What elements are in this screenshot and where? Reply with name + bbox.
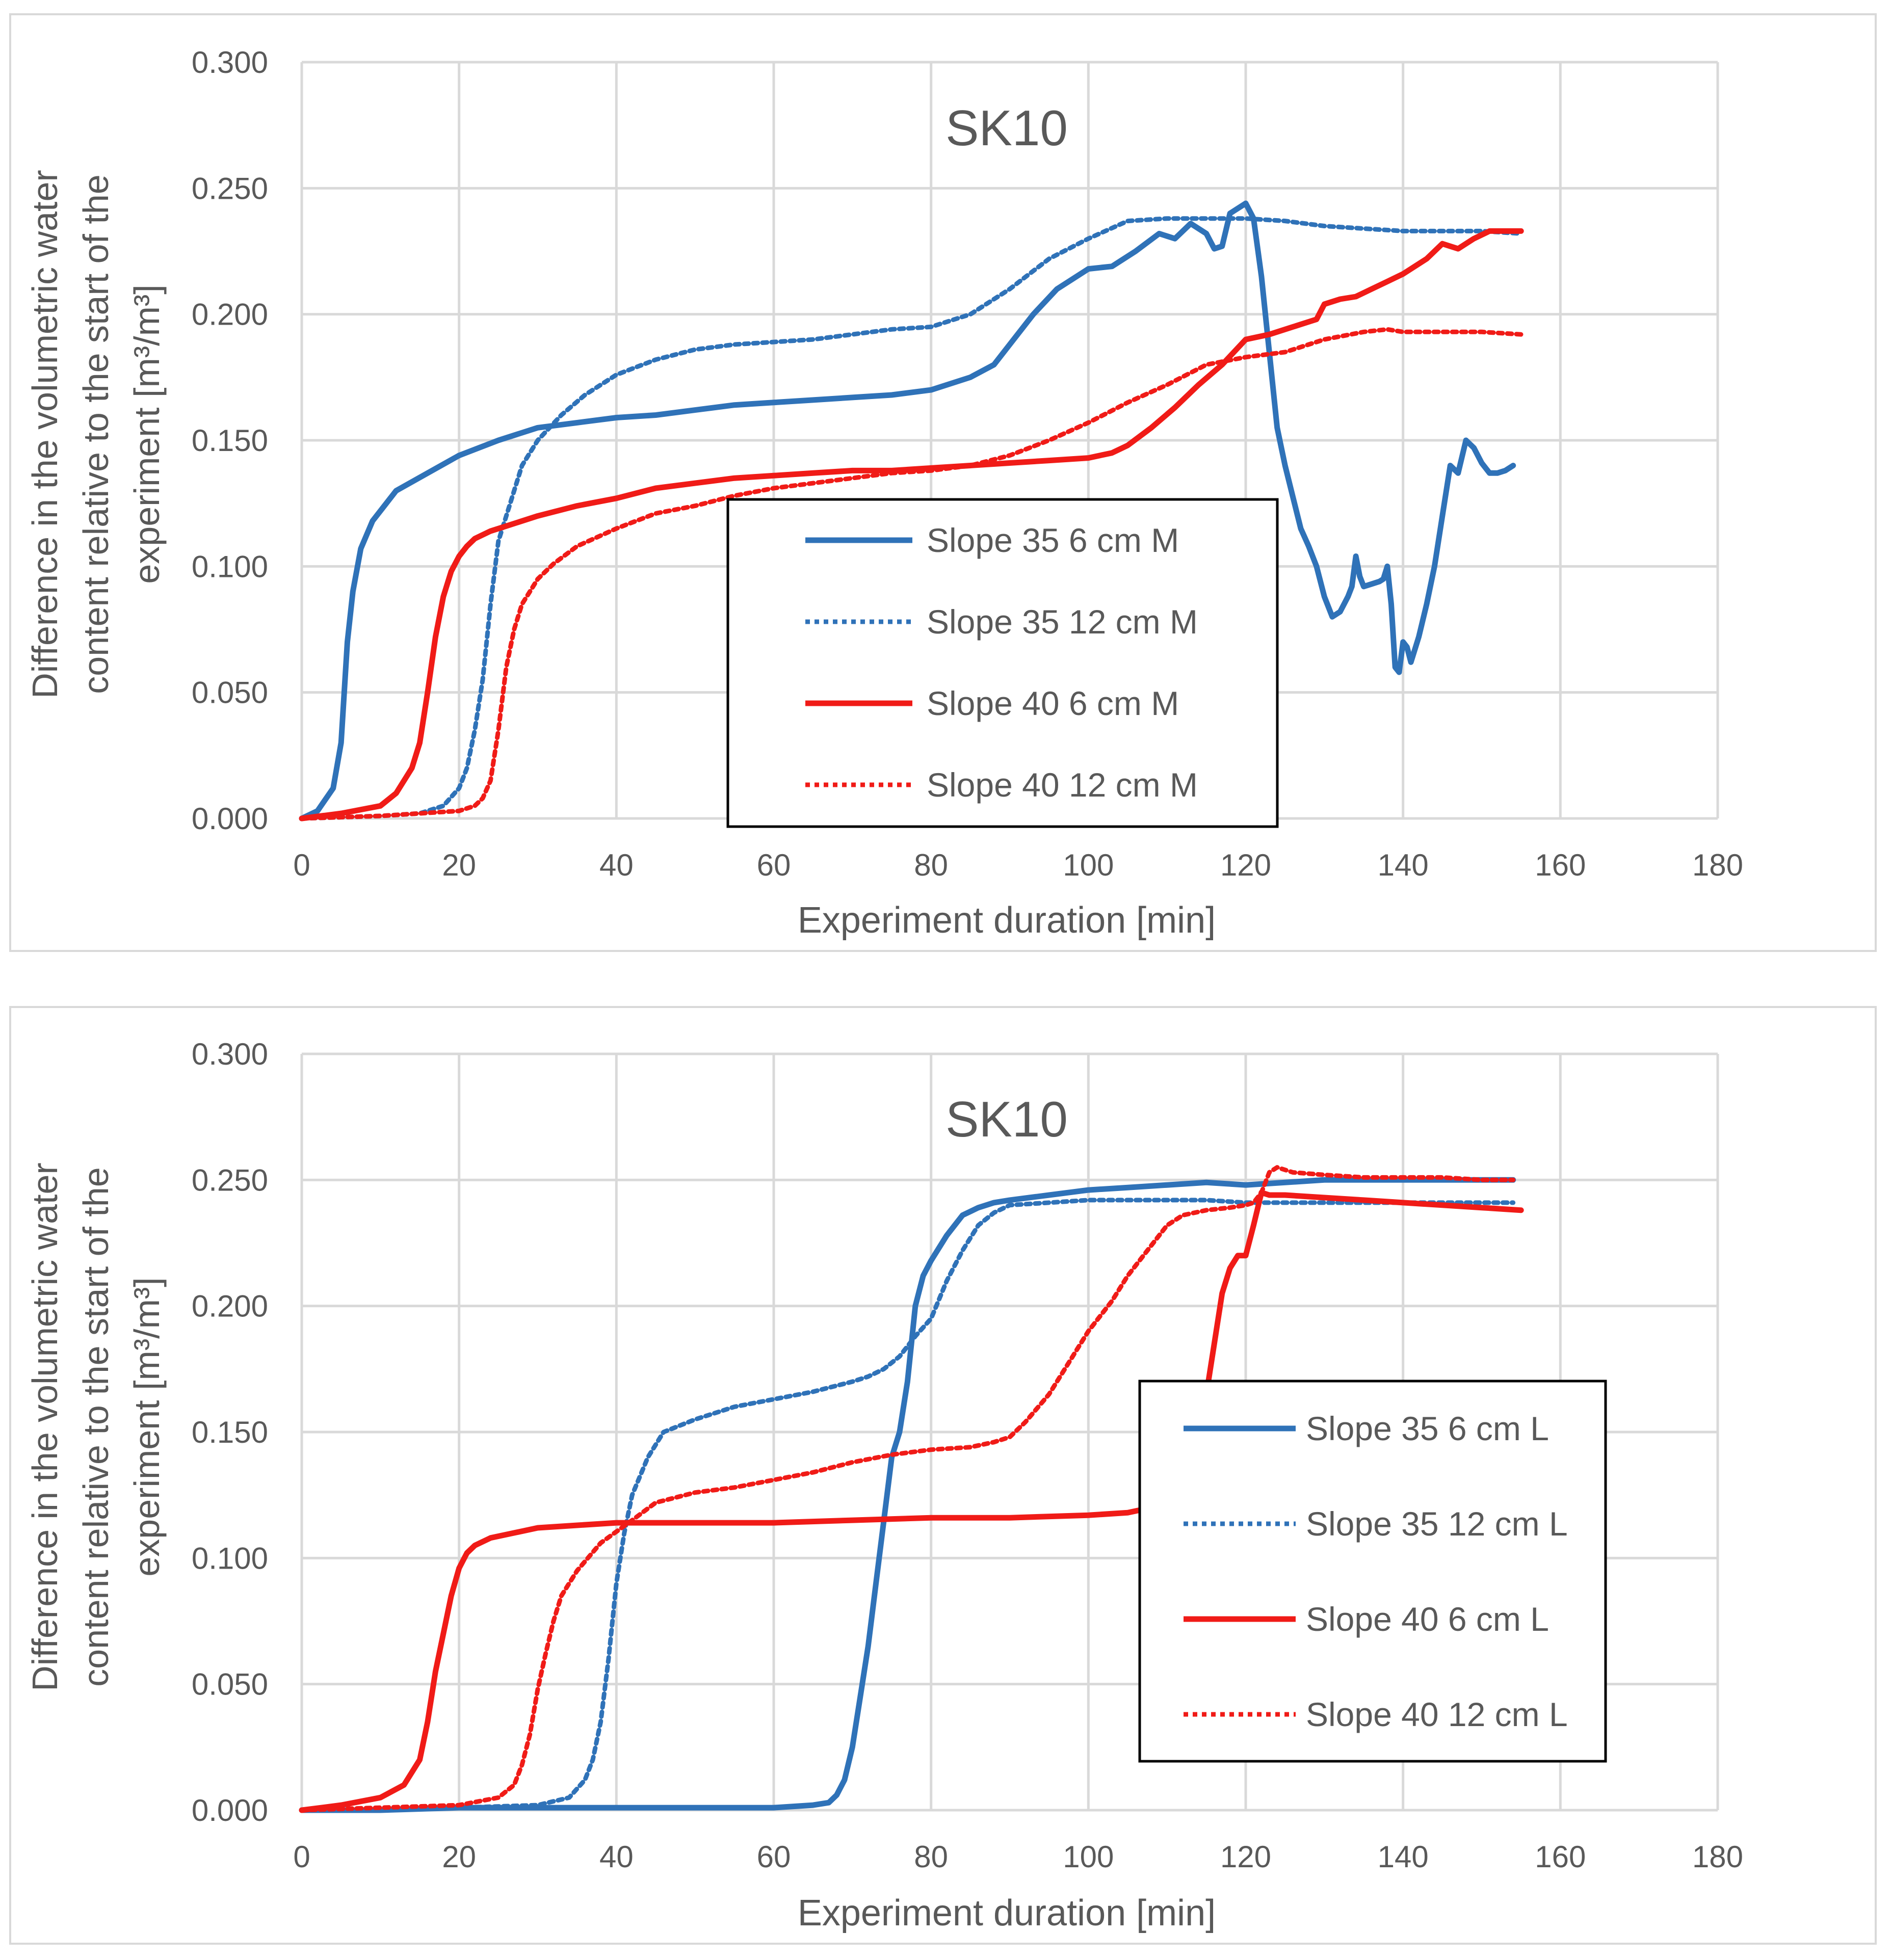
legend-label: Slope 35 6 cm M bbox=[927, 521, 1179, 559]
x-tick-label: 40 bbox=[599, 1840, 634, 1874]
y-axis-label-line-1: Difference in the volumetric water bbox=[25, 170, 65, 699]
legend-box bbox=[726, 498, 1279, 828]
x-axis-label: Experiment duration [min] bbox=[798, 900, 1216, 941]
legend-label: Slope 40 12 cm L bbox=[1306, 1696, 1568, 1733]
x-tick-label: 180 bbox=[1692, 1840, 1743, 1874]
legend-label: Slope 40 6 cm M bbox=[927, 684, 1179, 722]
x-tick-label: 160 bbox=[1535, 848, 1586, 882]
y-axis-label-line-2: content relative to the start of the bbox=[76, 174, 116, 694]
y-tick-labels: 0.000 0.050 0.100 0.150 0.200 0.250 0.300 bbox=[192, 45, 268, 836]
chart-panel-1: 0.000 0.050 0.100 0.150 0.200 0.250 0.300 0 20 4… bbox=[9, 13, 1877, 952]
legend-label: Slope 35 12 cm M bbox=[927, 603, 1198, 641]
legend-label: Slope 40 12 cm M bbox=[927, 766, 1198, 804]
x-tick-label: 60 bbox=[757, 848, 791, 882]
y-axis-label-line-2: content relative to the start of the bbox=[76, 1167, 116, 1686]
y-axis-label-line-3: experiment [m³/m³] bbox=[127, 1277, 167, 1576]
y-tick-label: 0.100 bbox=[192, 549, 268, 584]
series-line-slope-35-6-cm-m bbox=[299, 200, 1516, 822]
x-tick-label: 140 bbox=[1378, 1840, 1429, 1874]
legend: Slope 35 6 cm L Slope 35 12 cm L Slope 4… bbox=[1138, 1380, 1607, 1763]
series-line-slope-40-6-cm-l bbox=[299, 1189, 1524, 1813]
y-axis-label-line-3: experiment [m³/m³] bbox=[127, 284, 167, 584]
y-tick-label: 0.150 bbox=[192, 1415, 268, 1449]
x-tick-label: 100 bbox=[1063, 848, 1114, 882]
legend: Slope 35 6 cm M Slope 35 12 cm M Slope 4… bbox=[726, 498, 1279, 828]
y-tick-label: 0.300 bbox=[192, 45, 268, 80]
x-tick-label: 60 bbox=[757, 1840, 791, 1874]
x-tick-label: 80 bbox=[914, 1840, 948, 1874]
x-axis-label: Experiment duration [min] bbox=[798, 1893, 1216, 1933]
y-tick-label: 0.300 bbox=[192, 1037, 268, 1071]
x-tick-label: 140 bbox=[1378, 848, 1429, 882]
y-tick-label: 0.050 bbox=[192, 676, 268, 710]
y-tick-label: 0.000 bbox=[192, 1793, 268, 1827]
legend-label: Slope 35 6 cm L bbox=[1306, 1410, 1549, 1447]
x-tick-label: 80 bbox=[914, 848, 948, 882]
x-tick-labels: 0 20 40 60 80 100 120 140 160 180 bbox=[293, 1840, 1743, 1874]
gridlines bbox=[300, 61, 1719, 820]
y-tick-labels: 0.000 0.050 0.100 0.150 0.200 0.250 0.300 bbox=[192, 1037, 268, 1827]
series-line-slope-35-12-cm-m bbox=[299, 216, 1524, 821]
y-tick-label: 0.250 bbox=[192, 1163, 268, 1197]
y-tick-label: 0.050 bbox=[192, 1667, 268, 1702]
x-tick-label: 40 bbox=[599, 848, 634, 882]
chart-title: SK10 bbox=[946, 1091, 1068, 1147]
y-tick-label: 0.150 bbox=[192, 423, 268, 458]
y-axis-label: Difference in the volumetric water conte… bbox=[25, 1162, 167, 1691]
y-tick-label: 0.000 bbox=[192, 802, 268, 836]
y-tick-label: 0.100 bbox=[192, 1541, 268, 1575]
y-tick-label: 0.200 bbox=[192, 1289, 268, 1323]
x-tick-label: 180 bbox=[1692, 848, 1743, 882]
x-tick-label: 20 bbox=[442, 1840, 476, 1874]
series-line-slope-40-12-cm-m bbox=[299, 327, 1524, 821]
series-group bbox=[299, 1165, 1524, 1813]
legend-box bbox=[1138, 1380, 1607, 1763]
y-tick-label: 0.250 bbox=[192, 171, 268, 205]
x-tick-label: 20 bbox=[442, 848, 476, 882]
x-tick-label: 0 bbox=[293, 1840, 310, 1874]
series-line-slope-40-12-cm-l bbox=[299, 1165, 1516, 1813]
y-axis-label: Difference in the volumetric water conte… bbox=[25, 170, 167, 699]
x-tick-label: 100 bbox=[1063, 1840, 1114, 1874]
x-tick-label: 160 bbox=[1535, 1840, 1586, 1874]
chart-title: SK10 bbox=[946, 100, 1068, 156]
chart-panel-2: 0.000 0.050 0.100 0.150 0.200 0.250 0.300 0 20 4… bbox=[9, 1006, 1877, 1945]
series-line-slope-40-6-cm-m bbox=[299, 228, 1524, 822]
y-axis-label-line-1: Difference in the volumetric water bbox=[25, 1162, 65, 1691]
x-tick-label: 120 bbox=[1220, 1840, 1271, 1874]
x-tick-labels: 0 20 40 60 80 100 120 140 160 180 bbox=[293, 848, 1743, 882]
legend-label: Slope 40 6 cm L bbox=[1306, 1600, 1549, 1638]
legend-label: Slope 35 12 cm L bbox=[1306, 1505, 1568, 1543]
x-tick-label: 0 bbox=[293, 848, 310, 882]
series-group bbox=[299, 200, 1524, 822]
y-tick-label: 0.200 bbox=[192, 298, 268, 332]
x-tick-label: 120 bbox=[1220, 848, 1271, 882]
